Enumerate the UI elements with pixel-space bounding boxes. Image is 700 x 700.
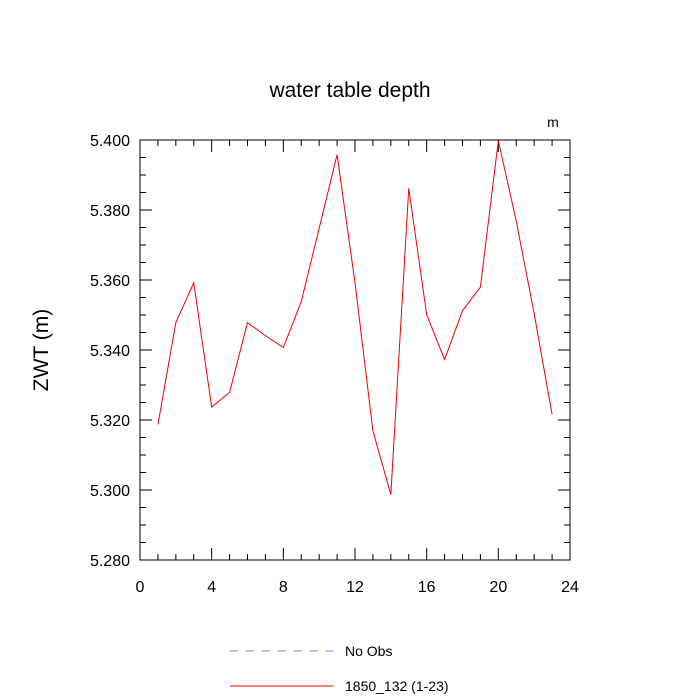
y-tick-label: 5.280 (90, 553, 130, 570)
y-tick-label: 5.340 (90, 343, 130, 360)
legend: No Obs 1850_132 (1-23) (230, 643, 449, 694)
legend-label: No Obs (345, 643, 392, 659)
y-tick-label: 5.400 (90, 133, 130, 150)
plot-area: 0 4 8 12 16 20 24 5.280 5.300 5.320 5.340 5.360 5.38… (90, 133, 579, 596)
chart-title: water table depth (268, 79, 430, 102)
y-tick-label: 5.360 (90, 273, 130, 290)
legend-label: 1850_132 (1-23) (345, 678, 449, 694)
units-label: m (547, 114, 559, 130)
y-axis-label: ZWT (m) (30, 309, 53, 391)
y-tick-label: 5.300 (90, 483, 130, 500)
series-line-1 (157, 140, 553, 495)
x-tick-label: 16 (418, 579, 436, 596)
x-tick-label: 12 (346, 579, 364, 596)
x-tick-label: 4 (207, 579, 216, 596)
x-tick-label: 0 (136, 579, 145, 596)
x-tick-label: 24 (561, 579, 579, 596)
y-tick-label: 5.380 (90, 203, 130, 220)
x-tick-label: 20 (489, 579, 507, 596)
y-tick-label: 5.320 (90, 413, 130, 430)
x-tick-label: 8 (279, 579, 288, 596)
plot-frame (139, 139, 571, 561)
